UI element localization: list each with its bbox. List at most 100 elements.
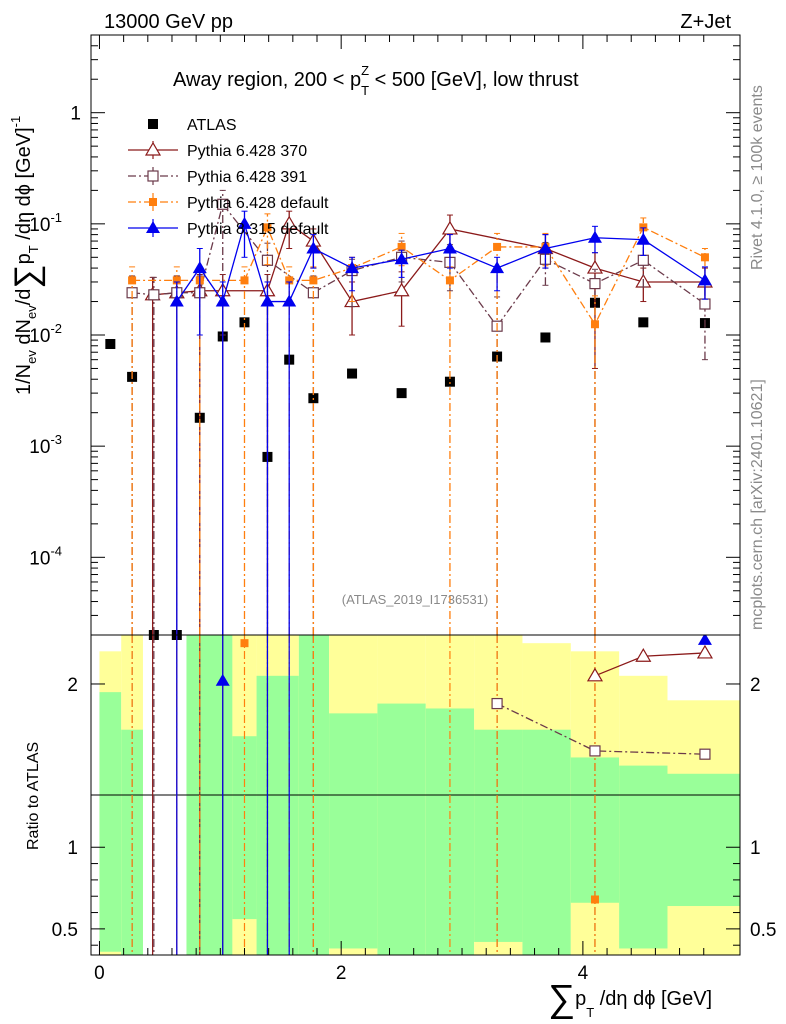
y-tick-label-exp: -1	[50, 210, 62, 225]
energy-label: 13000 GeV pp	[104, 11, 233, 33]
ratio-series-3	[215, 635, 712, 686]
data-point	[540, 332, 551, 343]
main-x-ticks	[98, 35, 705, 49]
series-2	[126, 189, 711, 635]
ratio-point	[240, 639, 249, 648]
data-point	[282, 294, 297, 307]
legend-marker	[148, 119, 158, 129]
ratio-series	[131, 635, 713, 955]
y-tick-label-exp: -3	[50, 432, 62, 447]
series-0	[105, 297, 710, 640]
ratio-y-axis-label: Ratio to ATLAS	[25, 742, 42, 850]
ratio-point	[699, 748, 711, 760]
data-point	[217, 198, 229, 210]
data-point	[285, 276, 294, 285]
analysis-id: (ATLAS_2019_I1736531)	[342, 592, 488, 607]
green-band	[667, 773, 740, 907]
data-point	[394, 252, 409, 265]
ratio-point	[491, 697, 503, 710]
y-tick-label-base: 10	[29, 548, 50, 569]
legend-label: Pythia 6.428 370	[187, 143, 307, 160]
data-point	[393, 282, 410, 297]
green-band	[256, 675, 299, 955]
data-point	[148, 289, 160, 301]
data-point	[444, 376, 455, 387]
ratio-ticks	[91, 683, 740, 955]
y-tick-label-exp: -4	[50, 543, 62, 558]
green-band	[522, 729, 571, 955]
green-band	[619, 765, 668, 949]
data-point	[105, 338, 116, 349]
data-point	[699, 298, 711, 310]
data-point	[639, 223, 648, 232]
data-point	[700, 253, 709, 262]
y-tick-label: 1	[70, 104, 81, 125]
legend-marker	[146, 221, 160, 233]
data-point	[345, 261, 360, 274]
y-tick-label: 10-3	[29, 432, 62, 458]
ratio-point	[590, 895, 599, 904]
ratio-point	[697, 635, 712, 645]
ratio-frame	[90, 634, 741, 956]
data-point	[215, 294, 230, 307]
y-tick-label-exp: -2	[50, 321, 62, 336]
data-point	[637, 254, 649, 266]
legend: ATLAS Pythia 6.428 370 Pythia 6.428 391 Pyt…	[128, 117, 329, 238]
ratio-y-tick-label: 1	[67, 838, 78, 859]
main-y-ticks	[91, 34, 740, 636]
y-tick-label-base: 10	[29, 326, 50, 347]
series-3	[128, 213, 709, 635]
ratio-y-tick-label-right: 0.5	[750, 920, 776, 941]
green-band	[99, 692, 122, 952]
data-point	[441, 220, 458, 235]
main-y-tick-labels: 110-110-210-310-4	[29, 104, 81, 570]
data-point	[263, 223, 272, 232]
data-point	[636, 232, 651, 245]
y-tick-label-base: 10	[29, 437, 50, 458]
ratio-tick-labels: 0.5 0.5 1 1 2 2 0 2 4	[52, 675, 777, 984]
ratio-y-tick-label: 0.5	[52, 920, 78, 941]
y-tick-label: 10-4	[29, 543, 62, 569]
data-point	[397, 242, 406, 251]
green-band	[474, 729, 523, 942]
legend-label: ATLAS	[187, 117, 237, 134]
legend-label: Pythia 6.428 default	[187, 195, 329, 212]
legend-label: Pythia 8.315 default	[187, 221, 329, 238]
data-point	[490, 261, 505, 274]
data-point	[493, 242, 502, 251]
legend-marker	[147, 170, 159, 182]
ratio-point	[696, 644, 713, 659]
data-point	[638, 317, 649, 328]
y-tick-label-base: 10	[29, 215, 50, 236]
data-point	[445, 276, 454, 285]
ratio-series-1	[491, 697, 711, 760]
main-y-axis-label: 1/Nev dNev/d∑pT /dη dϕ [GeV]-1	[8, 116, 46, 395]
x-tick-label: 2	[336, 963, 347, 984]
ratio-series-2	[240, 639, 599, 904]
main-panel: 110-110-210-310-4 Away region, 200 < pTZ…	[8, 34, 741, 640]
x-axis-label: ∑pT /dη dϕ [GeV]	[548, 978, 712, 1020]
legend-marker	[144, 141, 162, 156]
data-point	[192, 261, 207, 274]
x-tick-label: 0	[94, 963, 105, 984]
data-point	[306, 241, 321, 254]
data-point	[260, 294, 275, 307]
green-band	[377, 703, 426, 955]
data-point	[309, 276, 318, 285]
rivet-version-label: Rivet 4.1.0, ≥ 100k events	[749, 85, 766, 270]
data-point	[239, 317, 250, 328]
data-point	[697, 273, 712, 286]
series-4	[169, 210, 712, 635]
process-label: Z+Jet	[680, 11, 731, 33]
y-tick-label: 10-2	[29, 321, 62, 347]
data-point	[169, 294, 184, 307]
ratio-y-tick-label: 2	[67, 675, 78, 696]
data-point	[347, 368, 358, 379]
ratio-point	[586, 667, 604, 682]
legend-label: Pythia 6.428 391	[187, 169, 307, 186]
ratio-point	[215, 673, 230, 686]
data-point	[442, 241, 457, 254]
legend-marker	[149, 198, 157, 206]
data-point	[237, 216, 252, 229]
